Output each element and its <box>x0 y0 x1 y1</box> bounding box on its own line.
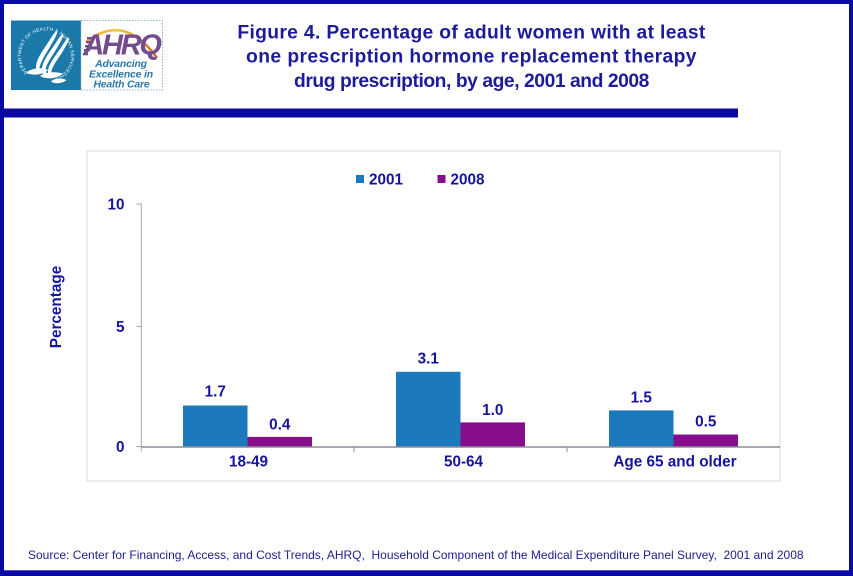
svg-text:1.7: 1.7 <box>205 384 226 401</box>
svg-text:Excellence in: Excellence in <box>89 69 153 80</box>
svg-text:18-49: 18-49 <box>229 454 268 471</box>
svg-text:Advancing: Advancing <box>94 59 148 70</box>
svg-text:one prescription hormone repla: one prescription hormone replacement the… <box>246 47 697 68</box>
svg-text:1.0: 1.0 <box>482 402 503 419</box>
svg-text:2008: 2008 <box>451 172 486 189</box>
svg-text:Source: Center for Financing,: Source: Center for Financing, Access, an… <box>28 548 804 562</box>
svg-text:Age 65 and older: Age 65 and older <box>613 454 736 471</box>
svg-text:0.5: 0.5 <box>695 414 717 431</box>
svg-text:5: 5 <box>116 319 125 336</box>
svg-text:AHRQ: AHRQ <box>82 30 162 62</box>
svg-text:3.1: 3.1 <box>418 350 440 367</box>
svg-text:drug prescription, by age, 200: drug prescription, by age, 2001 and 2008 <box>294 71 650 92</box>
svg-text:0: 0 <box>116 439 125 456</box>
svg-text:0.4: 0.4 <box>269 417 291 434</box>
svg-text:2001: 2001 <box>369 172 404 189</box>
svg-text:50-64: 50-64 <box>444 454 484 471</box>
svg-text:1.5: 1.5 <box>631 389 653 406</box>
svg-text:Figure 4. Percentage of adult: Figure 4. Percentage of adult women with… <box>237 23 706 44</box>
svg-text:Percentage: Percentage <box>48 266 65 348</box>
svg-text:Health Care: Health Care <box>93 80 149 91</box>
svg-text:10: 10 <box>107 197 124 214</box>
